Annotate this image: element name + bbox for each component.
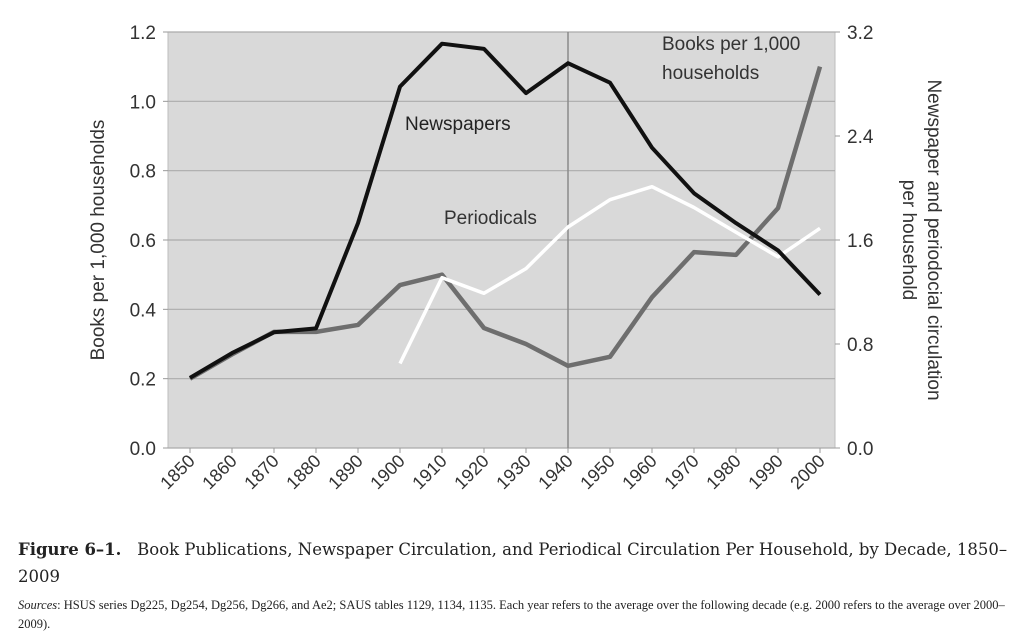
y-right-axis-label-line2: per household	[898, 180, 919, 300]
x-tick-label: 1930	[492, 451, 534, 493]
x-tick-label: 1860	[198, 451, 240, 493]
y-tick-label: 1.0	[130, 92, 156, 113]
x-tick-label: 1880	[282, 451, 324, 493]
x-tick-label: 1960	[618, 451, 660, 493]
x-tick-label: 1920	[450, 451, 492, 493]
y-axis-label: Books per 1,000 households	[88, 120, 109, 361]
x-tick-label: 1900	[366, 451, 408, 493]
y-tick-label: 0.2	[130, 370, 156, 391]
x-tick-label: 1970	[660, 451, 702, 493]
y-tick-label: 0.4	[130, 300, 157, 321]
figure-title: Book Publications, Newspaper Circulation…	[18, 540, 1008, 586]
x-tick-label: 1950	[576, 451, 618, 493]
series-label-books: Books per 1,000	[662, 34, 800, 55]
x-tick-label: 1980	[702, 451, 744, 493]
series-line-periodicals	[398, 184, 821, 365]
x-tick-label: 1990	[744, 451, 786, 493]
series-label-newspapers: Newspapers	[405, 114, 511, 135]
figure-caption: Figure 6–1. Book Publications, Newspaper…	[18, 536, 1018, 590]
y-right-tick-label: 1.6	[847, 231, 873, 252]
y-right-tick-label: 0.0	[847, 439, 873, 460]
chart: 0.0 0.2 0.4 0.6 0.8 1.0 1.2 0.0 0.8 1.6 2.4 3.2 1850…	[88, 23, 944, 493]
figure-sources: Sources: HSUS series Dg225, Dg254, Dg256…	[18, 596, 1018, 634]
y-right-tick-label: 2.4	[847, 127, 874, 148]
x-tick-label: 1850	[156, 451, 198, 493]
x-tick-label: 1940	[534, 451, 576, 493]
y-right-tick-label: 0.8	[847, 335, 873, 356]
series-label-periodicals: Periodicals	[444, 208, 537, 229]
y-tick-label: 0.8	[130, 162, 156, 183]
y-right-tick-label: 3.2	[847, 23, 873, 44]
sources-label: Sources	[18, 598, 58, 612]
x-tick-label: 1870	[240, 451, 282, 493]
y-tick-label: 1.2	[130, 23, 156, 44]
x-tick-label: 1910	[408, 451, 450, 493]
x-tick-label: 2000	[786, 451, 828, 493]
x-tick-label: 1890	[324, 451, 366, 493]
series-label-books-line2: households	[662, 63, 759, 84]
y-tick-label: 0.6	[130, 231, 156, 252]
sources-text: : HSUS series Dg225, Dg254, Dg256, Dg266…	[18, 598, 1005, 631]
y-right-axis-label: Newspaper and periodocial circulation	[923, 79, 944, 400]
figure-label: Figure 6–1.	[18, 540, 122, 559]
series-line-newspapers	[188, 41, 822, 380]
y-tick-label: 0.0	[130, 439, 156, 460]
